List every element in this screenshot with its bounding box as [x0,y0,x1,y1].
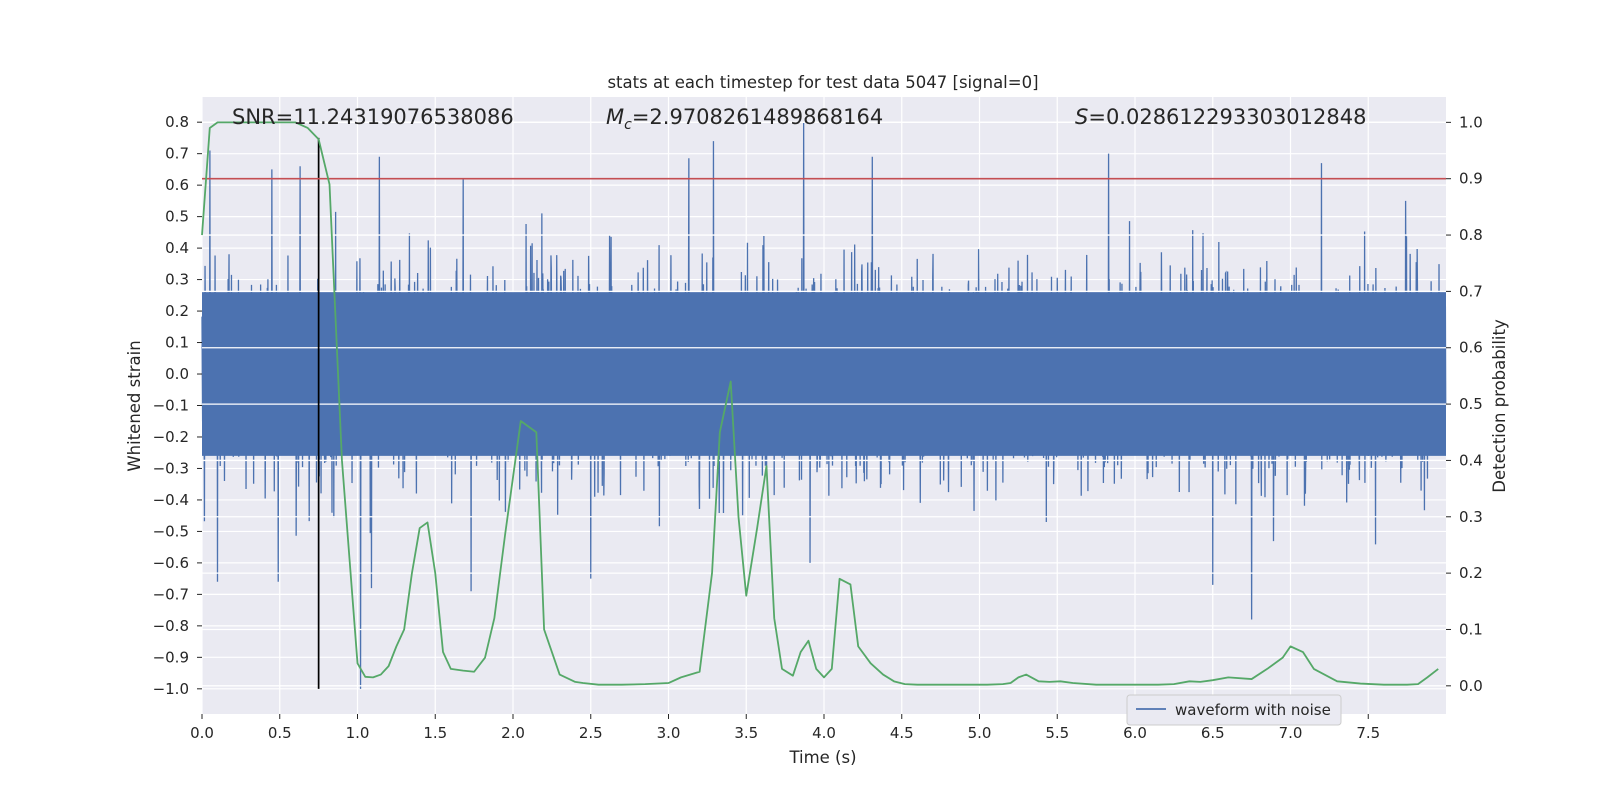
x-tick-label: 6.0 [1123,724,1147,742]
y-left-tick-label: −0.8 [153,617,189,635]
x-axis-ticks: 0.0 0.5 1.0 1.5 2.0 2.5 3.0 3.5 4.0 4.5 5.0 5.5 6.0 6… [190,714,1380,742]
right-axis-grid [202,121,1446,687]
x-tick-label: 7.5 [1356,724,1380,742]
y-left-tick-label: −1.0 [153,680,189,698]
y-left-tick-label: 0.5 [165,208,189,226]
mc-subscript: c [624,117,632,133]
y-right-tick-label: 0.4 [1459,451,1483,469]
snr-annotation: SNR=11.24319076538086 [232,105,514,129]
x-tick-label: 3.5 [734,724,758,742]
chart-title: stats at each timestep for test data 504… [607,73,1038,92]
x-tick-label: 4.5 [890,724,914,742]
x-tick-label: 6.5 [1201,724,1225,742]
y-right-tick-label: 0.9 [1459,170,1483,188]
s-symbol: S [1075,105,1088,129]
y-left-tick-label: −0.9 [153,648,189,666]
x-tick-label: 2.5 [579,724,603,742]
y-left-tick-label: −0.3 [153,459,189,477]
legend-entry-label: waveform with noise [1175,701,1331,719]
y-right-tick-label: 0.1 [1459,620,1483,638]
y-left-tick-label: −0.1 [153,397,189,415]
y-right-tick-label: 0.2 [1459,564,1483,582]
y-right-tick-label: 0.3 [1459,508,1483,526]
x-tick-label: 5.0 [968,724,992,742]
x-tick-label: 1.5 [423,724,447,742]
y-right-tick-label: 0.8 [1459,226,1483,244]
y-right-axis-ticks: 1.0 0.9 0.8 0.7 0.6 0.5 0.4 0.3 0.2 0.1 0.0 [1446,113,1483,695]
x-tick-label: 7.0 [1279,724,1303,742]
probability-series [201,121,1439,686]
y-left-tick-label: 0.7 [165,145,189,163]
y-left-tick-label: −0.7 [153,585,189,603]
s-value: =0.028612293303012848 [1088,105,1366,129]
y-left-tick-label: 0.8 [165,113,189,131]
y-left-tick-label: 0.0 [165,365,189,383]
x-tick-label: 1.0 [346,724,370,742]
x-tick-label: 4.0 [812,724,836,742]
y-left-tick-label: 0.6 [165,176,189,194]
y-right-axis-label: Detection probability [1490,319,1509,493]
x-tick-label: 0.0 [190,724,214,742]
waveform-core-band [202,292,1446,456]
mc-value: =2.9708261489868164 [632,105,883,129]
x-axis-label: Time (s) [788,748,856,767]
mc-symbol: M [606,105,624,129]
y-left-tick-label: 0.2 [165,302,189,320]
chirp-mass-annotation: Mc=2.9708261489868164 [606,105,883,133]
y-left-tick-label: −0.2 [153,428,189,446]
y-left-tick-label: −0.5 [153,522,189,540]
y-left-axis-ticks: 0.8 0.7 0.6 0.5 0.4 0.3 0.2 0.1 0.0 −0.1 −0.2 −0.3 −… [153,113,202,698]
y-left-tick-label: 0.1 [165,334,189,352]
x-tick-label: 3.0 [657,724,681,742]
y-right-tick-label: 0.7 [1459,282,1483,300]
legend-box [1126,694,1342,726]
y-left-tick-label: −0.4 [153,491,189,509]
x-tick-label: 5.5 [1045,724,1069,742]
y-right-tick-label: 0.0 [1459,677,1483,695]
y-left-tick-label: 0.3 [165,271,189,289]
y-right-tick-label: 0.5 [1459,395,1483,413]
y-left-tick-label: 0.4 [165,239,189,257]
y-right-tick-label: 0.6 [1459,339,1483,357]
x-tick-label: 0.5 [268,724,292,742]
legend: waveform with noise [1126,694,1342,726]
s-annotation: S=0.028612293303012848 [1075,105,1366,129]
waveform-series [201,122,1447,689]
y-right-tick-label: 1.0 [1459,113,1483,131]
y-left-axis-label: Whitened strain [125,340,144,471]
x-tick-label: 2.0 [501,724,525,742]
y-left-tick-label: −0.6 [153,554,189,572]
